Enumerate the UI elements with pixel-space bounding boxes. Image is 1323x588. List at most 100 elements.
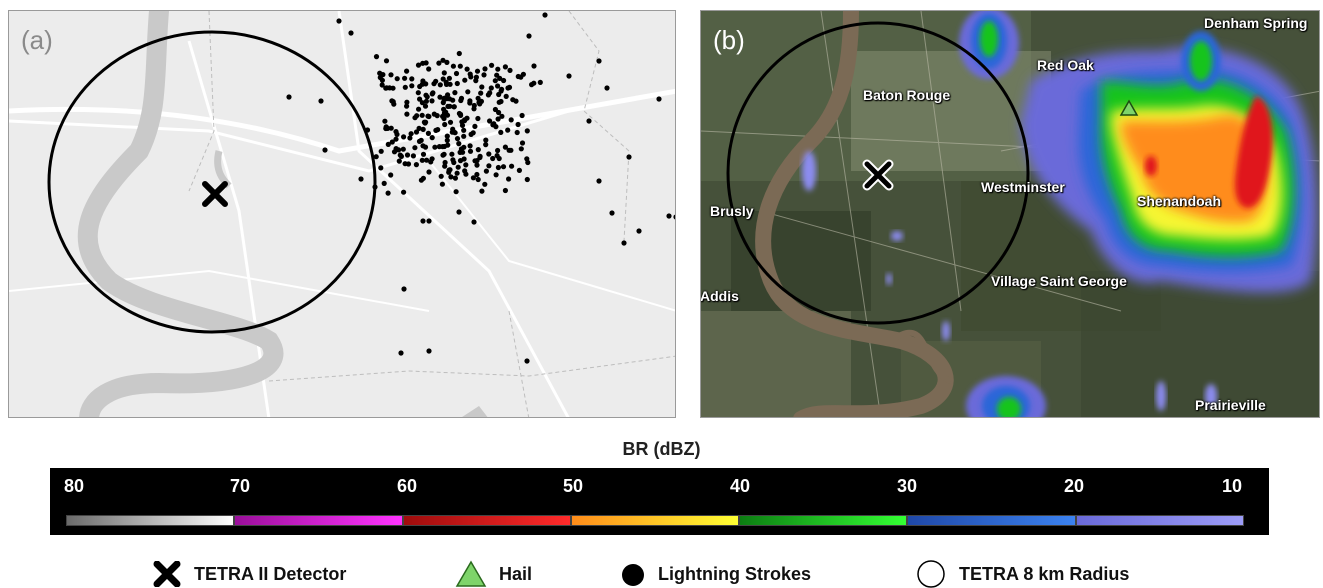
lightning-stroke-dot	[446, 75, 452, 81]
lightning-stroke-dot	[502, 64, 508, 70]
lightning-stroke-dot	[474, 68, 481, 74]
colorbar-segment-70-60	[234, 515, 403, 526]
lightning-stroke-dot	[373, 54, 380, 60]
lightning-strokes-layer	[286, 12, 675, 364]
lightning-stroke-dot	[524, 176, 530, 183]
lightning-stroke-dot	[454, 80, 460, 87]
lightning-stroke-dot	[524, 358, 530, 364]
lightning-stroke-dot	[494, 72, 500, 78]
lightning-stroke-dot	[473, 78, 479, 84]
lightning-stroke-dot	[450, 63, 456, 69]
lightning-stroke-dot	[462, 117, 468, 123]
colorbar-segment-80-70	[66, 515, 235, 526]
colorbar-segment-60-50	[402, 515, 571, 526]
lightning-stroke-dot	[500, 164, 507, 170]
lightning-stroke-dot	[397, 152, 403, 158]
lightning-stroke-dot	[286, 94, 292, 100]
lightning-stroke-dot	[495, 116, 501, 122]
lightning-stroke-dot	[440, 113, 446, 119]
place-prairieville: Prairieville	[1195, 397, 1266, 413]
lightning-stroke-dot	[401, 189, 407, 195]
lightning-stroke-dot	[322, 147, 328, 153]
lightning-stroke-dot	[499, 113, 505, 119]
lightning-stroke-dot	[566, 73, 572, 79]
lightning-stroke-dot	[382, 118, 388, 124]
lightning-stroke-dot	[400, 146, 406, 152]
lightning-stroke-dot	[447, 119, 454, 125]
legend-item-lightning: Lightning Strokes	[620, 560, 811, 588]
lightning-stroke-dot	[515, 73, 521, 80]
lightning-stroke-dot	[378, 148, 384, 154]
lightning-stroke-dot	[474, 171, 480, 178]
lightning-stroke-dot	[458, 112, 464, 118]
lightning-stroke-dot	[410, 153, 416, 159]
lightning-stroke-dot	[493, 172, 499, 178]
lightning-stroke-dot	[393, 136, 399, 142]
lightning-stroke-dot	[404, 68, 410, 74]
lightning-stroke-dot	[423, 92, 429, 98]
place-baton-rouge: Baton Rouge	[863, 87, 951, 103]
triangle-icon	[455, 560, 487, 587]
lightning-stroke-dot	[439, 181, 445, 187]
lightning-stroke-dot	[449, 151, 455, 157]
lightning-stroke-dot	[476, 99, 482, 106]
lightning-stroke-dot	[422, 103, 429, 109]
lightning-stroke-dot	[529, 82, 535, 88]
lightning-stroke-dot	[518, 146, 524, 152]
lightning-stroke-dot	[438, 173, 444, 179]
lightning-stroke-dot	[456, 209, 462, 215]
lightning-stroke-dot	[526, 33, 532, 39]
lightning-stroke-dot	[468, 74, 474, 80]
lightning-stroke-dot	[381, 180, 387, 186]
lightning-stroke-dot	[479, 188, 485, 194]
lightning-stroke-dot	[419, 112, 425, 118]
lightning-stroke-dot	[496, 91, 502, 98]
lightning-stroke-dot	[385, 141, 391, 147]
lightning-stroke-dot	[475, 115, 481, 122]
lightning-stroke-dot	[429, 156, 435, 162]
lightning-stroke-dot	[493, 124, 499, 130]
colorbar-strip	[66, 515, 1244, 526]
lightning-stroke-dot	[490, 155, 496, 162]
lightning-stroke-dot	[429, 98, 435, 104]
lightning-stroke-dot	[636, 228, 642, 234]
colorbar-segment-30-20	[907, 515, 1076, 526]
radar-storm-main	[1021, 47, 1317, 293]
lightning-stroke-dot	[470, 130, 476, 136]
lightning-stroke-dot	[407, 135, 413, 141]
lightning-stroke-dot	[420, 175, 426, 181]
lightning-stroke-dot	[412, 145, 418, 151]
lightning-stroke-dot	[492, 78, 498, 84]
lightning-stroke-dot	[383, 125, 389, 132]
place-brusly: Brusly	[710, 203, 754, 219]
lightning-stroke-dot	[426, 218, 432, 224]
lightning-stroke-dot	[451, 159, 457, 166]
lightning-stroke-dot	[429, 135, 435, 141]
lightning-stroke-dot	[394, 76, 400, 82]
lightning-stroke-dot	[435, 127, 441, 133]
lightning-stroke-dot	[486, 151, 492, 157]
lightning-stroke-dot	[496, 155, 502, 162]
lightning-stroke-dot	[462, 168, 468, 174]
lightning-stroke-dot	[417, 96, 423, 102]
colorbar-tick-40: 40	[729, 476, 751, 496]
map-b-canvas	[701, 11, 1319, 417]
lightning-stroke-dot	[404, 111, 410, 117]
lightning-stroke-dot	[402, 84, 408, 90]
lightning-stroke-dot	[414, 113, 420, 119]
lightning-stroke-dot	[423, 81, 429, 87]
lightning-stroke-dot	[404, 99, 410, 105]
lightning-stroke-dot	[379, 82, 385, 88]
legend-label-hail: Hail	[499, 563, 533, 584]
lightning-stroke-dot	[398, 350, 404, 356]
lightning-stroke-dot	[393, 146, 399, 152]
tetra-radius-circle-b	[726, 21, 1030, 325]
lightning-stroke-dot	[443, 81, 450, 87]
colorbar-tick-30: 30	[896, 476, 918, 496]
lightning-stroke-dot	[373, 154, 379, 160]
lightning-stroke-dot	[475, 147, 481, 153]
colorbar-title: BR (dBZ)	[622, 439, 701, 459]
lightning-stroke-dot	[442, 121, 448, 128]
lightning-stroke-dot	[405, 161, 412, 167]
lightning-stroke-dot	[626, 154, 632, 160]
